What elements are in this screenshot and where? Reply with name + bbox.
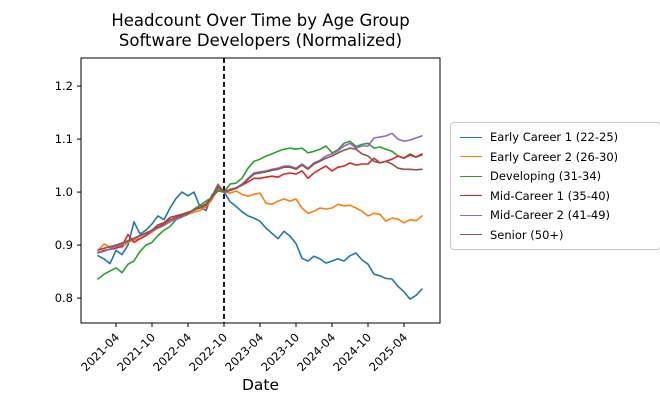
legend-label: Senior (50+): [490, 227, 564, 242]
x-tick-label: 2024-10: [330, 330, 374, 374]
x-tick-label: 2024-04: [294, 330, 338, 374]
legend-label: Early Career 1 (22-25): [490, 130, 619, 144]
x-axis-label: Date: [241, 376, 280, 394]
legend-item: Developing (31-34): [460, 169, 652, 183]
x-tick-label: 2022-04: [150, 330, 194, 374]
legend-line-swatch: [460, 175, 482, 177]
legend-item: Early Career 2 (26-30): [460, 150, 652, 164]
legend-line-swatch: [460, 136, 482, 138]
series-line: [97, 188, 423, 300]
y-tick-label: 1.0: [55, 185, 73, 199]
x-tick-label: 2022-10: [186, 330, 230, 374]
legend-line-swatch: [460, 214, 482, 216]
chart-title-line2: Software Developers (Normalized): [118, 31, 403, 51]
legend-item: Senior (50+): [460, 228, 652, 242]
x-tick-label: 2023-10: [258, 330, 302, 374]
x-tick-label: 2023-04: [222, 330, 266, 374]
legend-line-swatch: [460, 234, 482, 236]
legend-line-swatch: [460, 195, 482, 197]
legend-label: Developing (31-34): [490, 169, 602, 184]
legend-box: Early Career 1 (22-25) Early Career 2 (26…: [450, 122, 660, 250]
y-tick-label: 0.8: [55, 291, 73, 305]
legend-line-swatch: [460, 156, 482, 158]
y-tick-label: 1.1: [55, 132, 73, 146]
legend-item: Mid-Career 2 (41-49): [460, 208, 652, 222]
series-line: [97, 140, 423, 280]
y-tick-label: 0.9: [55, 238, 73, 252]
chart-title-line1: Headcount Over Time by Age Group: [111, 11, 410, 30]
legend-label: Mid-Career 1 (35-40): [490, 188, 611, 203]
series-line: [97, 187, 423, 252]
legend-label: Early Career 2 (26-30): [490, 149, 619, 164]
series-line: [97, 153, 423, 254]
x-tick-label: 2021-10: [114, 330, 158, 374]
legend-item: Early Career 1 (22-25): [460, 130, 652, 144]
y-tick-label: 1.2: [55, 79, 73, 93]
x-tick-label: 2021-04: [78, 330, 122, 374]
axes-frame: [80, 57, 441, 324]
x-tick-label: 2025-04: [366, 330, 410, 374]
legend-item: Mid-Career 1 (35-40): [460, 189, 652, 203]
chart-title: Headcount Over Time by Age Group Softwar…: [81, 11, 440, 51]
series-line: [97, 147, 423, 251]
legend-label: Mid-Career 2 (41-49): [490, 208, 611, 223]
